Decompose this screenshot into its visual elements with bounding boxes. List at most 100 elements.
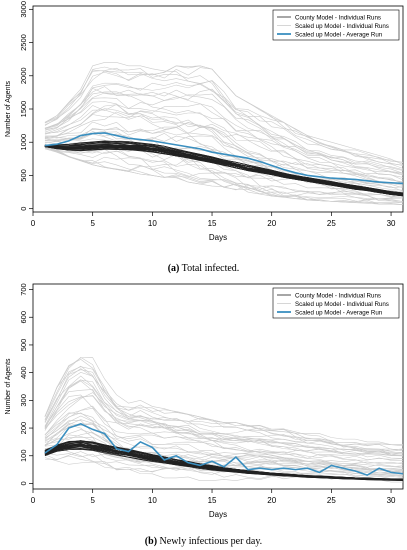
- scaled-run-line: [44, 365, 404, 452]
- x-tick-label: 0: [31, 496, 36, 505]
- y-tick-label: 0: [19, 481, 28, 485]
- average-run-line: [44, 132, 404, 185]
- chart-newly-infectious: 0 5 10 15 20 25 300100200300400500600700DaysNu…: [5, 283, 404, 519]
- county-run-line: [44, 448, 404, 481]
- scaled-run-line: [44, 447, 404, 475]
- scaled-run-line: [44, 65, 404, 163]
- scaled-run-line: [44, 395, 404, 454]
- scaled-run-line: [44, 147, 404, 198]
- y-tick-label: 300: [19, 394, 28, 407]
- scaled-run-line: [44, 357, 403, 445]
- y-tick-label: 2500: [19, 34, 28, 51]
- y-tick-label: 100: [19, 449, 28, 462]
- caption-newly-infectious: (b) Newly infectious per day.: [144, 536, 263, 547]
- scaled-run-line: [44, 86, 404, 181]
- scaled-run-line: [44, 380, 404, 455]
- y-axis-label: Number of Agents: [5, 358, 12, 415]
- x-tick-label: 25: [327, 219, 336, 228]
- legend-box: [272, 287, 400, 319]
- scaled-run-line: [44, 71, 404, 169]
- y-tick-label: 0: [19, 207, 28, 211]
- county-run-line: [44, 145, 404, 196]
- scaled-run-line: [44, 148, 404, 203]
- average-run-line: [44, 423, 404, 477]
- county-run-line: [44, 444, 404, 481]
- scaled-run-line: [44, 108, 404, 183]
- x-tick-label: 25: [327, 496, 336, 505]
- scaled-run-line: [44, 66, 404, 166]
- x-axis-label: Days: [209, 510, 227, 519]
- county-run-line: [44, 146, 404, 197]
- x-tick-label: 30: [387, 219, 396, 228]
- x-tick-label: 20: [267, 496, 276, 505]
- scaled-run-line: [44, 104, 404, 185]
- plot-frame: [32, 283, 404, 490]
- x-tick-label: 5: [90, 219, 95, 228]
- legend-box: [272, 9, 400, 41]
- scaled-run-line: [44, 104, 404, 182]
- y-tick-label: 500: [19, 339, 28, 352]
- scaled-run-line: [44, 415, 404, 474]
- plot-area: [44, 357, 404, 483]
- x-tick-label: 15: [208, 219, 217, 228]
- y-axis-label: Number of Agents: [5, 80, 12, 137]
- y-tick-label: 600: [19, 311, 28, 324]
- scaled-run-line: [44, 138, 404, 194]
- legend-label-county: County Model - Individual Runs: [295, 292, 381, 299]
- caption-total-infected: (a) Total infected.: [167, 263, 240, 274]
- scaled-run-line: [44, 147, 404, 199]
- y-tick-label: 1000: [19, 134, 28, 151]
- scaled-run-line: [44, 379, 404, 459]
- scaled-run-line: [44, 371, 404, 450]
- scaled-run-line: [44, 131, 404, 192]
- scaled-run-line: [44, 103, 404, 178]
- x-tick-label: 0: [31, 219, 36, 228]
- scaled-run-line: [44, 379, 404, 457]
- x-axis-label: Days: [209, 233, 227, 242]
- legend-label-scaled: Scaled up Model - Individual Runs: [295, 23, 389, 30]
- scaled-run-line: [44, 89, 404, 174]
- scaled-run-line: [44, 405, 404, 459]
- scaled-run-line: [44, 83, 404, 171]
- scaled-run-line: [44, 394, 404, 465]
- scaled-run-line: [44, 146, 404, 205]
- x-tick-label: 10: [148, 496, 157, 505]
- x-tick-label: 10: [148, 219, 157, 228]
- y-tick-label: 400: [19, 366, 28, 379]
- scaled-run-line: [44, 455, 403, 483]
- scaled-run-line: [44, 146, 404, 202]
- y-tick-label: 500: [19, 169, 28, 182]
- y-tick-label: 2000: [19, 67, 28, 84]
- x-tick-label: 20: [267, 219, 276, 228]
- scaled-run-line: [44, 148, 404, 203]
- county-run-line: [44, 145, 404, 196]
- scaled-run-line: [44, 109, 404, 184]
- chart-panel-newly-infectious: 0 5 10 15 20 25 30 0 100 200 300 400 500 600 700 Days Nu…: [0, 279, 407, 550]
- x-tick-label: 15: [208, 496, 217, 505]
- scaled-run-line: [44, 88, 404, 175]
- county-run-line: [44, 140, 404, 194]
- legend-label-scaled: Scaled up Model - Individual Runs: [295, 301, 389, 308]
- chart-panel-total-infected: 0 5 10 15 20 25 30 0 500 1000 1500 2000 2500 3000 Days…: [0, 0, 407, 250]
- county-run-line: [44, 141, 404, 194]
- y-tick-label: 1500: [19, 101, 28, 118]
- scaled-run-line: [44, 148, 404, 205]
- legend-label-county: County Model - Individual Runs: [295, 14, 381, 21]
- x-tick-label: 5: [90, 496, 95, 505]
- y-tick-label: 200: [19, 422, 28, 435]
- scaled-run-line: [44, 452, 404, 477]
- chart-total-infected: 0 5 10 15 20 25 30 0 500 1000 1500 2000 2500 3000 Days…: [5, 1, 404, 242]
- scaled-run-line: [44, 62, 404, 165]
- scaled-run-line: [44, 412, 404, 463]
- x-tick-label: 30: [387, 496, 396, 505]
- scaled-run-line: [44, 422, 404, 465]
- scaled-run-line: [44, 87, 404, 176]
- legend-label-average: Scaled up Model - Average Run: [295, 31, 383, 38]
- scaled-run-line: [44, 440, 404, 474]
- legend-label-average: Scaled up Model - Average Run: [295, 309, 383, 316]
- y-tick-label: 700: [19, 283, 28, 296]
- scaled-run-line: [44, 357, 404, 452]
- y-tick-label: 3000: [19, 1, 28, 18]
- plot-area: [44, 62, 404, 205]
- scaled-run-line: [44, 82, 404, 170]
